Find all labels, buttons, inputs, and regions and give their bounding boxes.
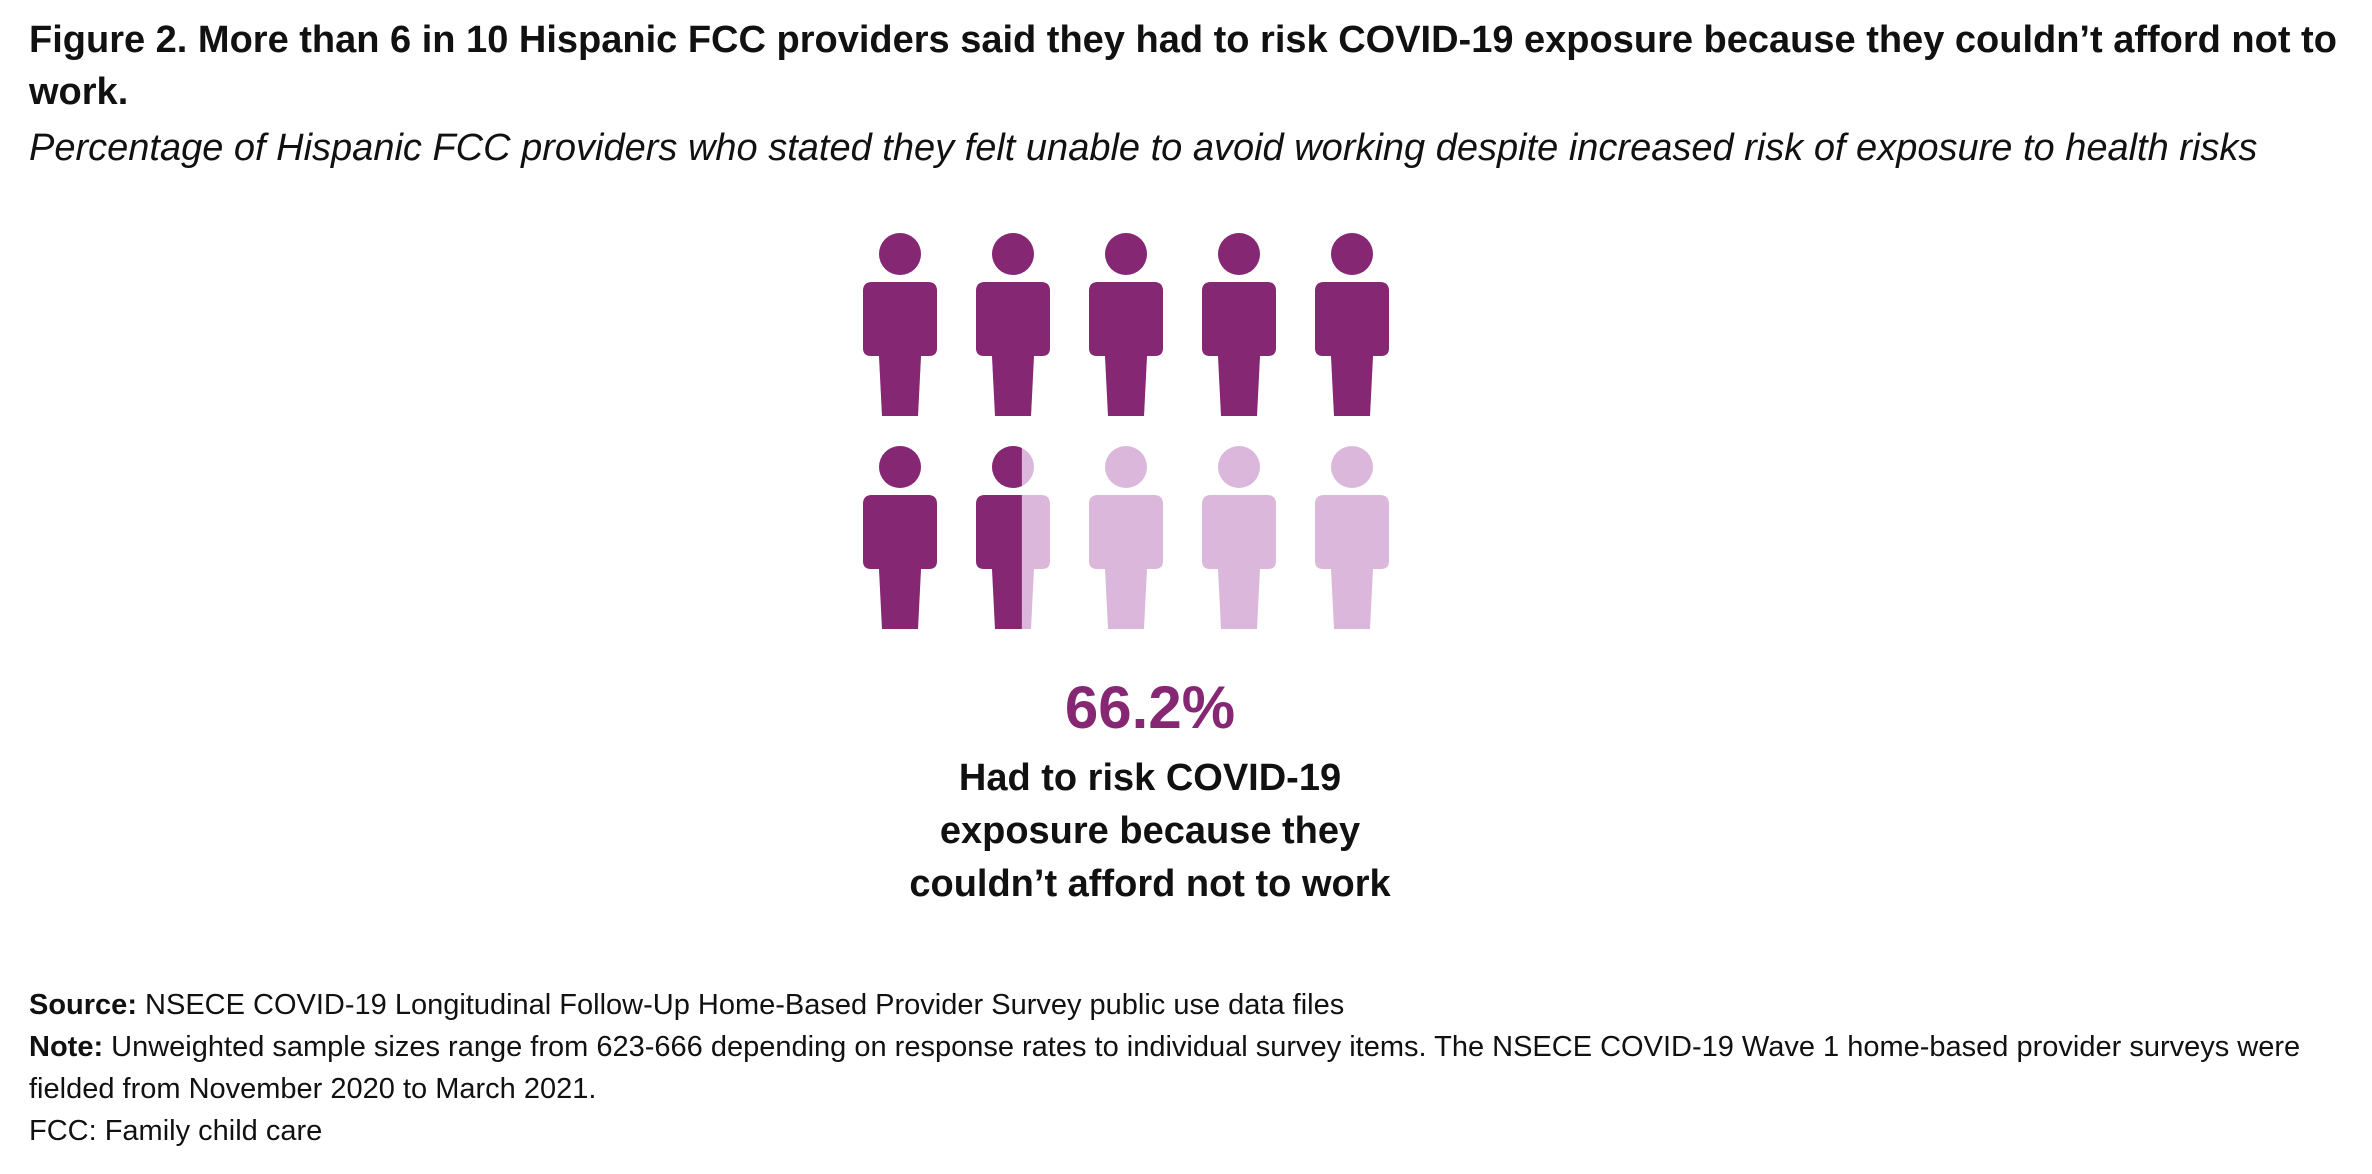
chart-title: Figure 2. More than 6 in 10 Hispanic FCC…: [29, 19, 2337, 113]
person-icon: [976, 233, 1050, 416]
person-icon-array: [863, 233, 1389, 629]
person-icon: [1089, 446, 1163, 629]
note-text: Unweighted sample sizes range from 623-6…: [29, 1031, 2301, 1105]
source-text: NSECE COVID-19 Longitudinal Follow-Up Ho…: [136, 989, 1345, 1021]
person-icon: [1315, 446, 1389, 629]
person-icon: [976, 446, 1050, 629]
abbreviation-note: FCC: Family child care: [29, 1115, 323, 1147]
person-icon: [1202, 446, 1276, 629]
person-icon: [863, 233, 937, 416]
person-icon: [1089, 233, 1163, 416]
source-label: Source:: [29, 989, 137, 1021]
stat-value: 66.2%: [1064, 674, 1236, 741]
source-line: Source: NSECE COVID-19 Longitudinal Foll…: [29, 984, 2349, 1026]
person-icon: [1202, 233, 1276, 416]
stat-label: Had to risk COVID-19 exposure because th…: [909, 757, 1391, 905]
note-line: Note: Unweighted sample sizes range from…: [29, 1026, 2349, 1110]
footer-notes: Source: NSECE COVID-19 Longitudinal Foll…: [29, 984, 2349, 1152]
chart-subtitle: Percentage of Hispanic FCC providers who…: [29, 127, 2258, 169]
person-icon: [1315, 233, 1389, 416]
person-icon: [863, 446, 937, 629]
note-label: Note:: [29, 1031, 104, 1063]
